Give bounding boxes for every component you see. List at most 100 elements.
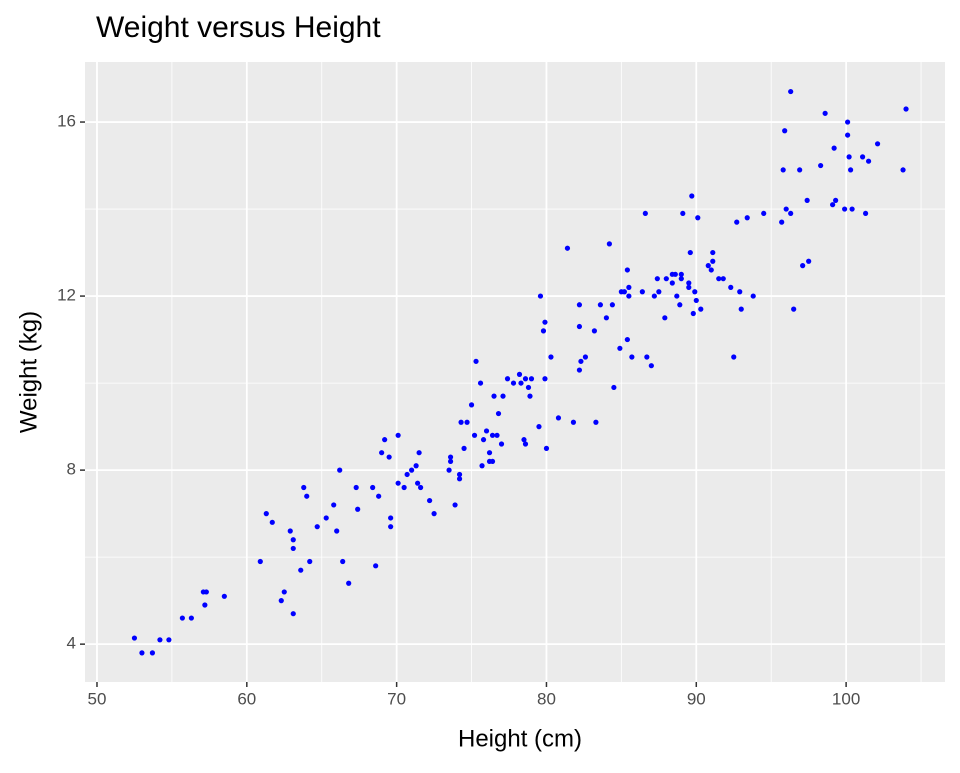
data-point [166,637,172,643]
data-point [678,271,684,277]
data-point [480,437,487,443]
data-point [874,141,881,147]
data-point [522,376,529,382]
x-tick-label: 70 [387,689,406,708]
data-point [447,454,454,460]
data-point [845,119,851,125]
data-point [542,376,548,382]
data-point [720,276,726,282]
data-point [710,258,716,264]
data-point [617,345,623,351]
data-point [603,315,609,321]
data-point [833,197,839,203]
data-point [290,611,296,617]
data-point [780,167,786,173]
data-point [708,267,714,273]
data-point [518,380,524,386]
data-point [791,306,797,312]
data-point [761,210,767,217]
data-point [388,524,394,530]
data-point [323,515,329,521]
data-point [677,302,683,308]
data-point [431,511,437,517]
data-point [404,471,410,478]
data-point [686,284,692,290]
data-point [849,206,855,212]
data-point [489,458,496,465]
data-point [149,650,156,656]
data-point [624,336,630,343]
data-point [609,302,615,308]
data-point [831,145,837,151]
data-point [528,376,535,382]
data-point [446,467,452,473]
data-point [373,563,379,569]
data-point [179,615,185,621]
data-point [644,354,650,360]
data-point [537,293,544,299]
data-point [331,502,337,508]
data-point [491,393,497,399]
data-point [426,497,433,504]
data-point [859,154,866,160]
data-point [689,193,695,199]
x-tick-label: 90 [687,689,706,708]
data-point [639,289,645,295]
data-point [737,289,743,295]
data-point [848,167,854,173]
data-point [845,132,851,138]
data-point [401,484,407,491]
data-point [578,358,584,364]
data-point [131,635,138,641]
data-point [648,363,654,369]
data-point [782,128,788,134]
data-point [548,354,554,360]
data-point [629,354,635,360]
data-point [494,432,500,438]
data-point [690,310,696,317]
y-tick-label: 16 [57,112,76,131]
data-point [734,219,740,225]
data-point [674,293,680,299]
data-point [564,245,571,251]
data-point [314,524,320,530]
data-point [591,328,598,334]
data-point [281,589,287,595]
data-point [865,158,872,164]
data-point [458,419,464,425]
data-point [278,598,284,604]
data-point [663,276,669,282]
data-point [693,297,699,304]
data-point [495,410,502,417]
data-point [842,206,848,212]
data-point [582,354,589,360]
data-point [353,484,359,491]
data-point [576,367,583,373]
data-point [680,210,686,217]
data-point [698,306,704,312]
data-point [486,450,493,456]
data-point [744,215,750,221]
data-point [355,506,361,512]
data-point [686,280,692,286]
data-point [290,537,296,543]
data-point [900,167,906,173]
data-point [818,162,824,169]
data-point [806,258,812,264]
data-point [139,650,145,656]
data-point [188,615,194,621]
data-point [687,249,693,256]
data-point [716,276,722,282]
data-point [738,306,744,312]
data-point [257,558,263,565]
data-point [477,380,484,386]
data-point [570,419,577,425]
data-point [779,219,785,225]
data-point [522,441,529,447]
data-point [662,315,668,321]
data-point [461,445,467,451]
data-point [626,284,632,290]
data-point [555,415,562,421]
data-point [447,458,454,465]
